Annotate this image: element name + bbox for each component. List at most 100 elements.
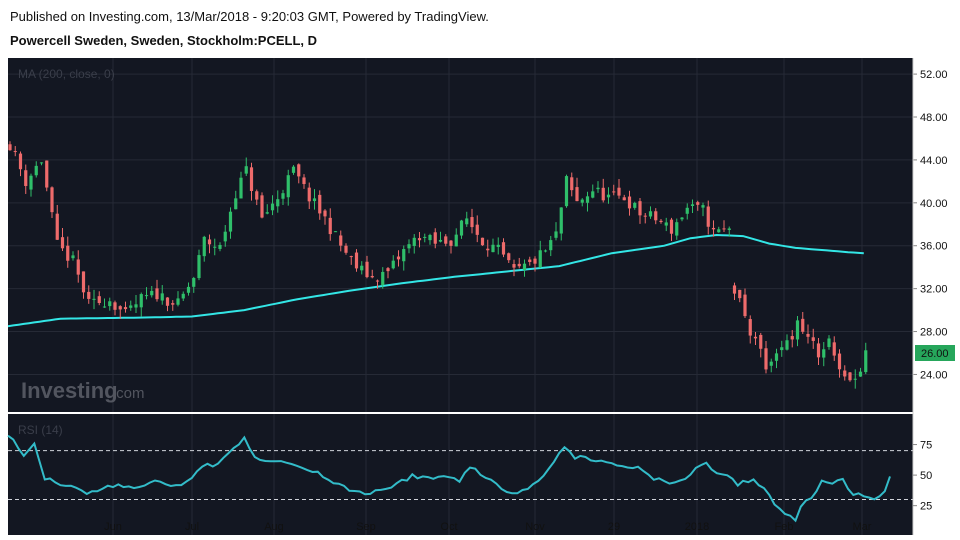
candle-body (459, 220, 464, 236)
candle-body (780, 347, 784, 351)
candle-body (612, 191, 616, 193)
published-line: Published on Investing.com, 13/Mar/2018 … (10, 9, 489, 24)
time-axis-label: Mar (853, 521, 872, 533)
time-axis-label: Jun (104, 521, 122, 533)
candle-body (370, 276, 374, 278)
candle-body (407, 244, 411, 249)
candle-body (402, 249, 406, 262)
candle-body (533, 258, 537, 264)
candle-body (344, 245, 348, 253)
candle-body (685, 207, 689, 214)
time-axis-label: Sep (356, 521, 376, 533)
candle-body (606, 194, 611, 198)
candle-body (249, 167, 254, 191)
candle-body (171, 303, 175, 305)
candle-body (39, 162, 44, 164)
candle-body (638, 201, 642, 216)
candle-body (354, 252, 359, 269)
candle-body (45, 160, 49, 188)
rsi-pane-background (8, 414, 913, 535)
candle-body (276, 199, 280, 207)
candle-body (769, 361, 773, 366)
candle-body (102, 306, 107, 308)
candle-body (669, 219, 674, 234)
candle-body (234, 198, 238, 210)
rsi-polyline (7, 434, 891, 523)
candle-body (181, 293, 185, 299)
candle-body (438, 239, 443, 242)
last-price-tag (915, 345, 955, 361)
rsi-axis-label: 75 (920, 440, 932, 452)
candle-body (349, 256, 353, 258)
candle-body (722, 228, 726, 230)
candle-body (81, 271, 86, 293)
candle-body (648, 211, 653, 217)
candle-body (24, 170, 28, 186)
candle-body (575, 187, 579, 202)
candle-body (213, 246, 217, 248)
candle-body (391, 260, 395, 269)
candle-body (554, 231, 558, 238)
candle-body (601, 187, 605, 201)
candle-body (260, 195, 264, 218)
candle-body (759, 334, 763, 349)
price-axis-label: 32.00 (920, 284, 948, 296)
candle-body (512, 264, 516, 268)
candle-body (197, 255, 201, 279)
candle-body (596, 187, 600, 190)
time-axis-label: 29 (608, 521, 620, 533)
candle-body (60, 237, 65, 249)
candle-body (412, 237, 416, 246)
candle-body (108, 301, 112, 307)
price-axis-label: 52.00 (920, 69, 948, 81)
time-axis-label: 2018 (685, 521, 709, 533)
candle-body (239, 177, 243, 199)
candle-body (827, 338, 831, 348)
candle-body (538, 250, 542, 268)
candle-body (690, 204, 695, 206)
candle-body (753, 336, 758, 339)
candle-body (717, 229, 721, 233)
candle-body (281, 193, 285, 199)
candle-body (339, 235, 343, 246)
candle-body (727, 228, 731, 230)
candle-body (858, 371, 863, 377)
candle-body (454, 234, 458, 247)
ma-indicator-label[interactable]: MA (200, close, 0) (18, 67, 115, 81)
candle-body (675, 222, 679, 236)
candle-body (617, 187, 621, 196)
candle-body (139, 294, 143, 308)
candle-body (255, 191, 259, 200)
candle-body (475, 224, 479, 235)
time-axis-label: Feb (775, 521, 794, 533)
price-axis-label: 24.00 (920, 369, 948, 381)
candle-body (265, 212, 269, 214)
candle-body (312, 198, 317, 202)
candle-body (785, 340, 789, 350)
symbol-title: Powercell Sweden, Sweden, Stockholm:PCEL… (10, 33, 318, 48)
rsi-indicator-label[interactable]: RSI (14) (18, 423, 63, 437)
candle-body (848, 372, 852, 381)
candle-body (76, 259, 80, 275)
axes: 52.00 48.00 44.00 40.00 36.00 32.00 28.00 24.00… (104, 58, 955, 535)
price-axis-label: 40.00 (920, 198, 948, 210)
candle-body (654, 211, 658, 221)
candle-body (732, 285, 737, 294)
candle-body (570, 177, 574, 191)
candle-body (396, 256, 401, 260)
candle-body (66, 245, 70, 261)
candle-body (486, 248, 490, 251)
candle-body (627, 196, 632, 209)
candle-body (218, 244, 222, 249)
candle-body (517, 263, 521, 267)
candle-body (297, 164, 301, 177)
candle-body (806, 333, 810, 337)
candle-body (223, 231, 227, 242)
candle-body (465, 218, 469, 225)
last-price-label: 26.00 (921, 348, 949, 360)
candle-body (559, 207, 563, 234)
candle-body (29, 175, 33, 190)
candle-body (123, 307, 128, 310)
candle-body (55, 213, 59, 240)
